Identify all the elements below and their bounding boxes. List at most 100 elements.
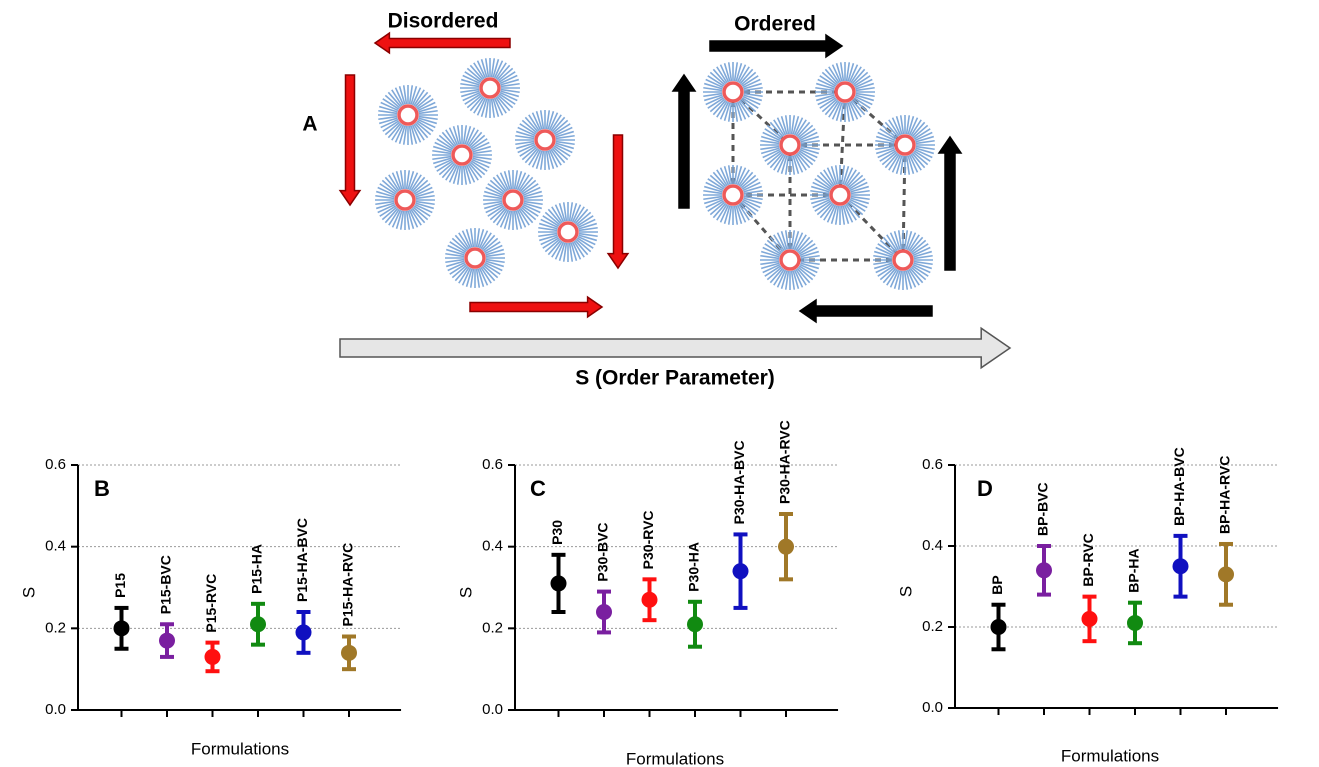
order-axis-label: S (Order Parameter) bbox=[575, 367, 775, 390]
y-tick-label: 0.0 bbox=[922, 699, 943, 716]
data-point bbox=[1173, 558, 1189, 574]
micelle bbox=[375, 170, 435, 230]
x-axis-label: Formulations bbox=[626, 749, 724, 767]
micelle-core bbox=[836, 83, 854, 101]
micelle-core bbox=[724, 83, 742, 101]
category-label: BP bbox=[989, 575, 1005, 594]
y-axis-label: S bbox=[456, 587, 475, 598]
y-tick-label: 0.4 bbox=[482, 538, 503, 555]
y-tick-label: 0.0 bbox=[45, 701, 66, 718]
micelle bbox=[538, 202, 598, 262]
y-tick-label: 0.0 bbox=[482, 701, 503, 718]
arrow bbox=[470, 297, 602, 317]
arrow bbox=[939, 137, 961, 270]
x-axis-label: Formulations bbox=[191, 739, 289, 758]
data-point bbox=[159, 633, 175, 649]
arrow bbox=[608, 135, 628, 268]
data-point bbox=[1127, 615, 1143, 631]
category-label: P30-BVC bbox=[595, 522, 611, 581]
micelle bbox=[815, 62, 875, 122]
figure: Disordered Ordered A S (Order Parameter)… bbox=[0, 0, 1319, 767]
micelle bbox=[483, 170, 543, 230]
category-label: P30-HA-RVC bbox=[777, 420, 793, 504]
micelle bbox=[445, 228, 505, 288]
data-point bbox=[250, 616, 266, 632]
micelle-core bbox=[481, 79, 499, 97]
category-label: BP-HA-RVC bbox=[1217, 456, 1233, 534]
category-label: BP-BVC bbox=[1035, 482, 1051, 536]
arrow bbox=[800, 300, 932, 322]
data-point bbox=[1218, 566, 1234, 582]
micelle-core bbox=[781, 136, 799, 154]
arrow bbox=[710, 35, 842, 57]
micelle bbox=[432, 125, 492, 185]
y-tick-label: 0.6 bbox=[45, 456, 66, 473]
micelle-core bbox=[781, 251, 799, 269]
category-label: P15-BVC bbox=[158, 555, 174, 614]
y-tick-label: 0.2 bbox=[45, 619, 66, 636]
data-point bbox=[205, 649, 221, 665]
category-label: P30-HA-BVC bbox=[731, 440, 747, 524]
micelle-core bbox=[399, 106, 417, 124]
disordered-label: Disordered bbox=[388, 10, 499, 33]
y-tick-label: 0.2 bbox=[482, 619, 503, 636]
micelle-core bbox=[466, 249, 484, 267]
data-point bbox=[1082, 611, 1098, 627]
y-axis-label: S bbox=[19, 587, 38, 598]
category-label: P15-HA-BVC bbox=[294, 518, 310, 602]
micelle bbox=[703, 165, 763, 225]
category-label: BP-RVC bbox=[1080, 533, 1096, 586]
data-point bbox=[733, 563, 749, 579]
micelle-core bbox=[831, 186, 849, 204]
data-point bbox=[596, 604, 612, 620]
arrow bbox=[673, 75, 695, 208]
schematic bbox=[340, 33, 1010, 368]
y-tick-label: 0.6 bbox=[482, 456, 503, 473]
category-label: BP-HA-BVC bbox=[1171, 447, 1187, 526]
y-tick-label: 0.6 bbox=[922, 456, 943, 473]
micelle bbox=[703, 62, 763, 122]
arrow bbox=[340, 328, 1010, 368]
arrow bbox=[375, 33, 510, 53]
arrow bbox=[340, 75, 360, 205]
micelle-core bbox=[504, 191, 522, 209]
panel-label: A bbox=[302, 113, 317, 136]
category-label: P30-HA bbox=[686, 542, 702, 592]
x-axis-label: Formulations bbox=[1061, 746, 1159, 765]
y-axis-label: S bbox=[896, 586, 915, 597]
data-point bbox=[114, 620, 130, 636]
y-tick-label: 0.4 bbox=[45, 538, 66, 555]
micelle-core bbox=[396, 191, 414, 209]
category-label: P30-RVC bbox=[640, 510, 656, 569]
data-point bbox=[296, 624, 312, 640]
micelle bbox=[378, 85, 438, 145]
category-label: P15 bbox=[112, 573, 128, 598]
category-label: P30 bbox=[549, 520, 565, 545]
micelle-core bbox=[559, 223, 577, 241]
micelle bbox=[515, 110, 575, 170]
data-point bbox=[778, 539, 794, 555]
category-label: P15-HA bbox=[249, 544, 265, 594]
panel-label: B bbox=[94, 476, 110, 501]
panel-label: D bbox=[977, 476, 993, 501]
micelle-core bbox=[536, 131, 554, 149]
category-label: BP-HA bbox=[1126, 548, 1142, 592]
micelle-core bbox=[896, 136, 914, 154]
micelle bbox=[810, 165, 870, 225]
data-point bbox=[341, 645, 357, 661]
micelle-core bbox=[724, 186, 742, 204]
micelle-core bbox=[894, 251, 912, 269]
data-point bbox=[687, 616, 703, 632]
data-point bbox=[991, 619, 1007, 635]
data-point bbox=[642, 592, 658, 608]
data-point bbox=[551, 575, 567, 591]
data-point bbox=[1036, 562, 1052, 578]
y-tick-label: 0.2 bbox=[922, 618, 943, 635]
micelle bbox=[760, 230, 820, 290]
micelle-core bbox=[453, 146, 471, 164]
category-label: P15-RVC bbox=[203, 574, 219, 633]
category-label: P15-HA-RVC bbox=[340, 543, 356, 627]
micelle bbox=[875, 115, 935, 175]
y-tick-label: 0.4 bbox=[922, 537, 943, 554]
panel-label: C bbox=[530, 476, 546, 501]
